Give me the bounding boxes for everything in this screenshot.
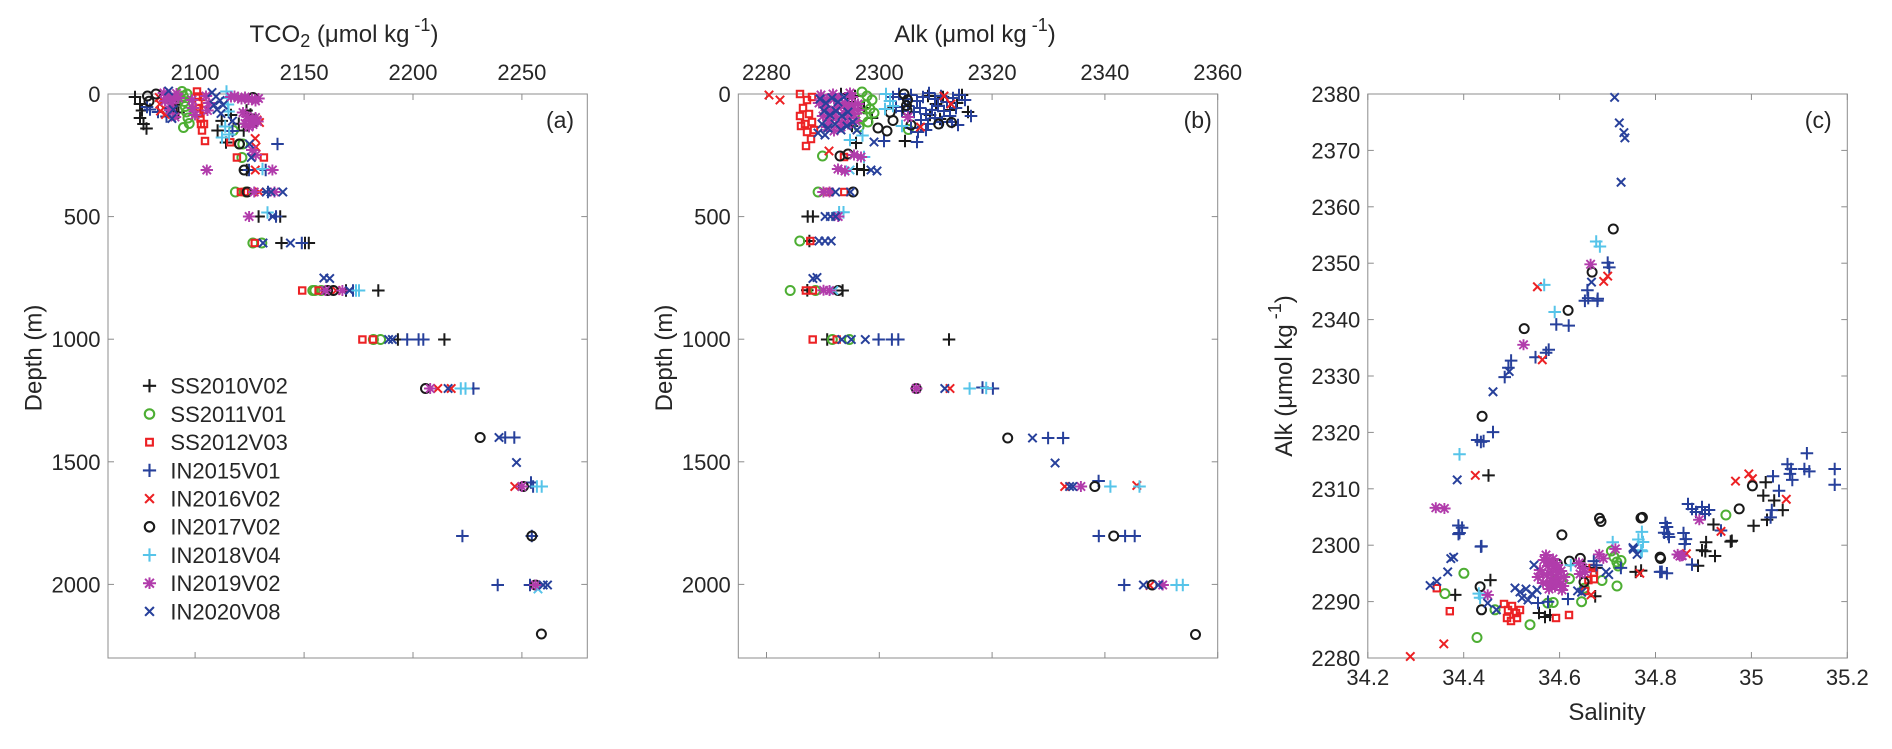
svg-text:IN2015V01: IN2015V01 [170, 458, 280, 483]
svg-text:500: 500 [694, 205, 731, 230]
svg-text:Depth (m): Depth (m) [651, 305, 678, 412]
svg-text:SS2010V02: SS2010V02 [170, 374, 287, 399]
svg-text:2320: 2320 [968, 60, 1017, 85]
svg-text:35.2: 35.2 [1826, 665, 1869, 690]
svg-text:2340: 2340 [1311, 308, 1360, 333]
svg-text:2320: 2320 [1311, 420, 1360, 445]
svg-text:TCO2 (μmol kg -1): TCO2 (μmol kg -1) [250, 15, 439, 51]
svg-text:2310: 2310 [1311, 477, 1360, 502]
svg-text:2280: 2280 [742, 60, 791, 85]
svg-text:2300: 2300 [855, 60, 904, 85]
svg-text:34.4: 34.4 [1442, 665, 1485, 690]
svg-text:SS2011V01: SS2011V01 [170, 402, 286, 427]
svg-text:34.8: 34.8 [1634, 665, 1677, 690]
svg-text:2290: 2290 [1311, 590, 1360, 615]
svg-text:34.2: 34.2 [1346, 665, 1389, 690]
svg-text:1500: 1500 [52, 450, 101, 475]
svg-text:2150: 2150 [280, 60, 329, 85]
svg-text:2360: 2360 [1311, 195, 1360, 220]
svg-text:0: 0 [719, 82, 731, 107]
svg-text:1500: 1500 [682, 450, 731, 475]
svg-text:1000: 1000 [52, 327, 101, 352]
svg-text:2250: 2250 [497, 60, 546, 85]
svg-text:IN2018V04: IN2018V04 [170, 543, 280, 568]
svg-text:IN2020V08: IN2020V08 [170, 599, 280, 624]
svg-text:(c): (c) [1805, 107, 1832, 133]
svg-text:2280: 2280 [1311, 646, 1360, 671]
svg-text:2340: 2340 [1080, 60, 1129, 85]
svg-text:2300: 2300 [1311, 533, 1360, 558]
svg-text:0: 0 [88, 82, 100, 107]
svg-text:2200: 2200 [389, 60, 438, 85]
svg-text:2350: 2350 [1311, 251, 1360, 276]
svg-text:(b): (b) [1184, 107, 1212, 133]
svg-text:IN2017V02: IN2017V02 [170, 515, 280, 540]
svg-text:2330: 2330 [1311, 364, 1360, 389]
svg-text:IN2019V02: IN2019V02 [170, 571, 280, 596]
svg-text:500: 500 [64, 205, 101, 230]
svg-text:2370: 2370 [1311, 138, 1360, 163]
svg-text:IN2016V02: IN2016V02 [170, 487, 280, 512]
svg-text:2360: 2360 [1193, 60, 1242, 85]
svg-text:Salinity: Salinity [1568, 699, 1645, 726]
svg-text:1000: 1000 [682, 327, 731, 352]
svg-text:2100: 2100 [171, 60, 220, 85]
svg-text:35: 35 [1739, 665, 1763, 690]
svg-text:2000: 2000 [52, 572, 101, 597]
svg-text:2000: 2000 [682, 572, 731, 597]
svg-text:2380: 2380 [1311, 82, 1360, 107]
svg-text:34.6: 34.6 [1538, 665, 1581, 690]
svg-text:(a): (a) [546, 107, 574, 133]
svg-text:SS2012V03: SS2012V03 [170, 430, 287, 455]
svg-text:Depth (m): Depth (m) [21, 305, 48, 412]
